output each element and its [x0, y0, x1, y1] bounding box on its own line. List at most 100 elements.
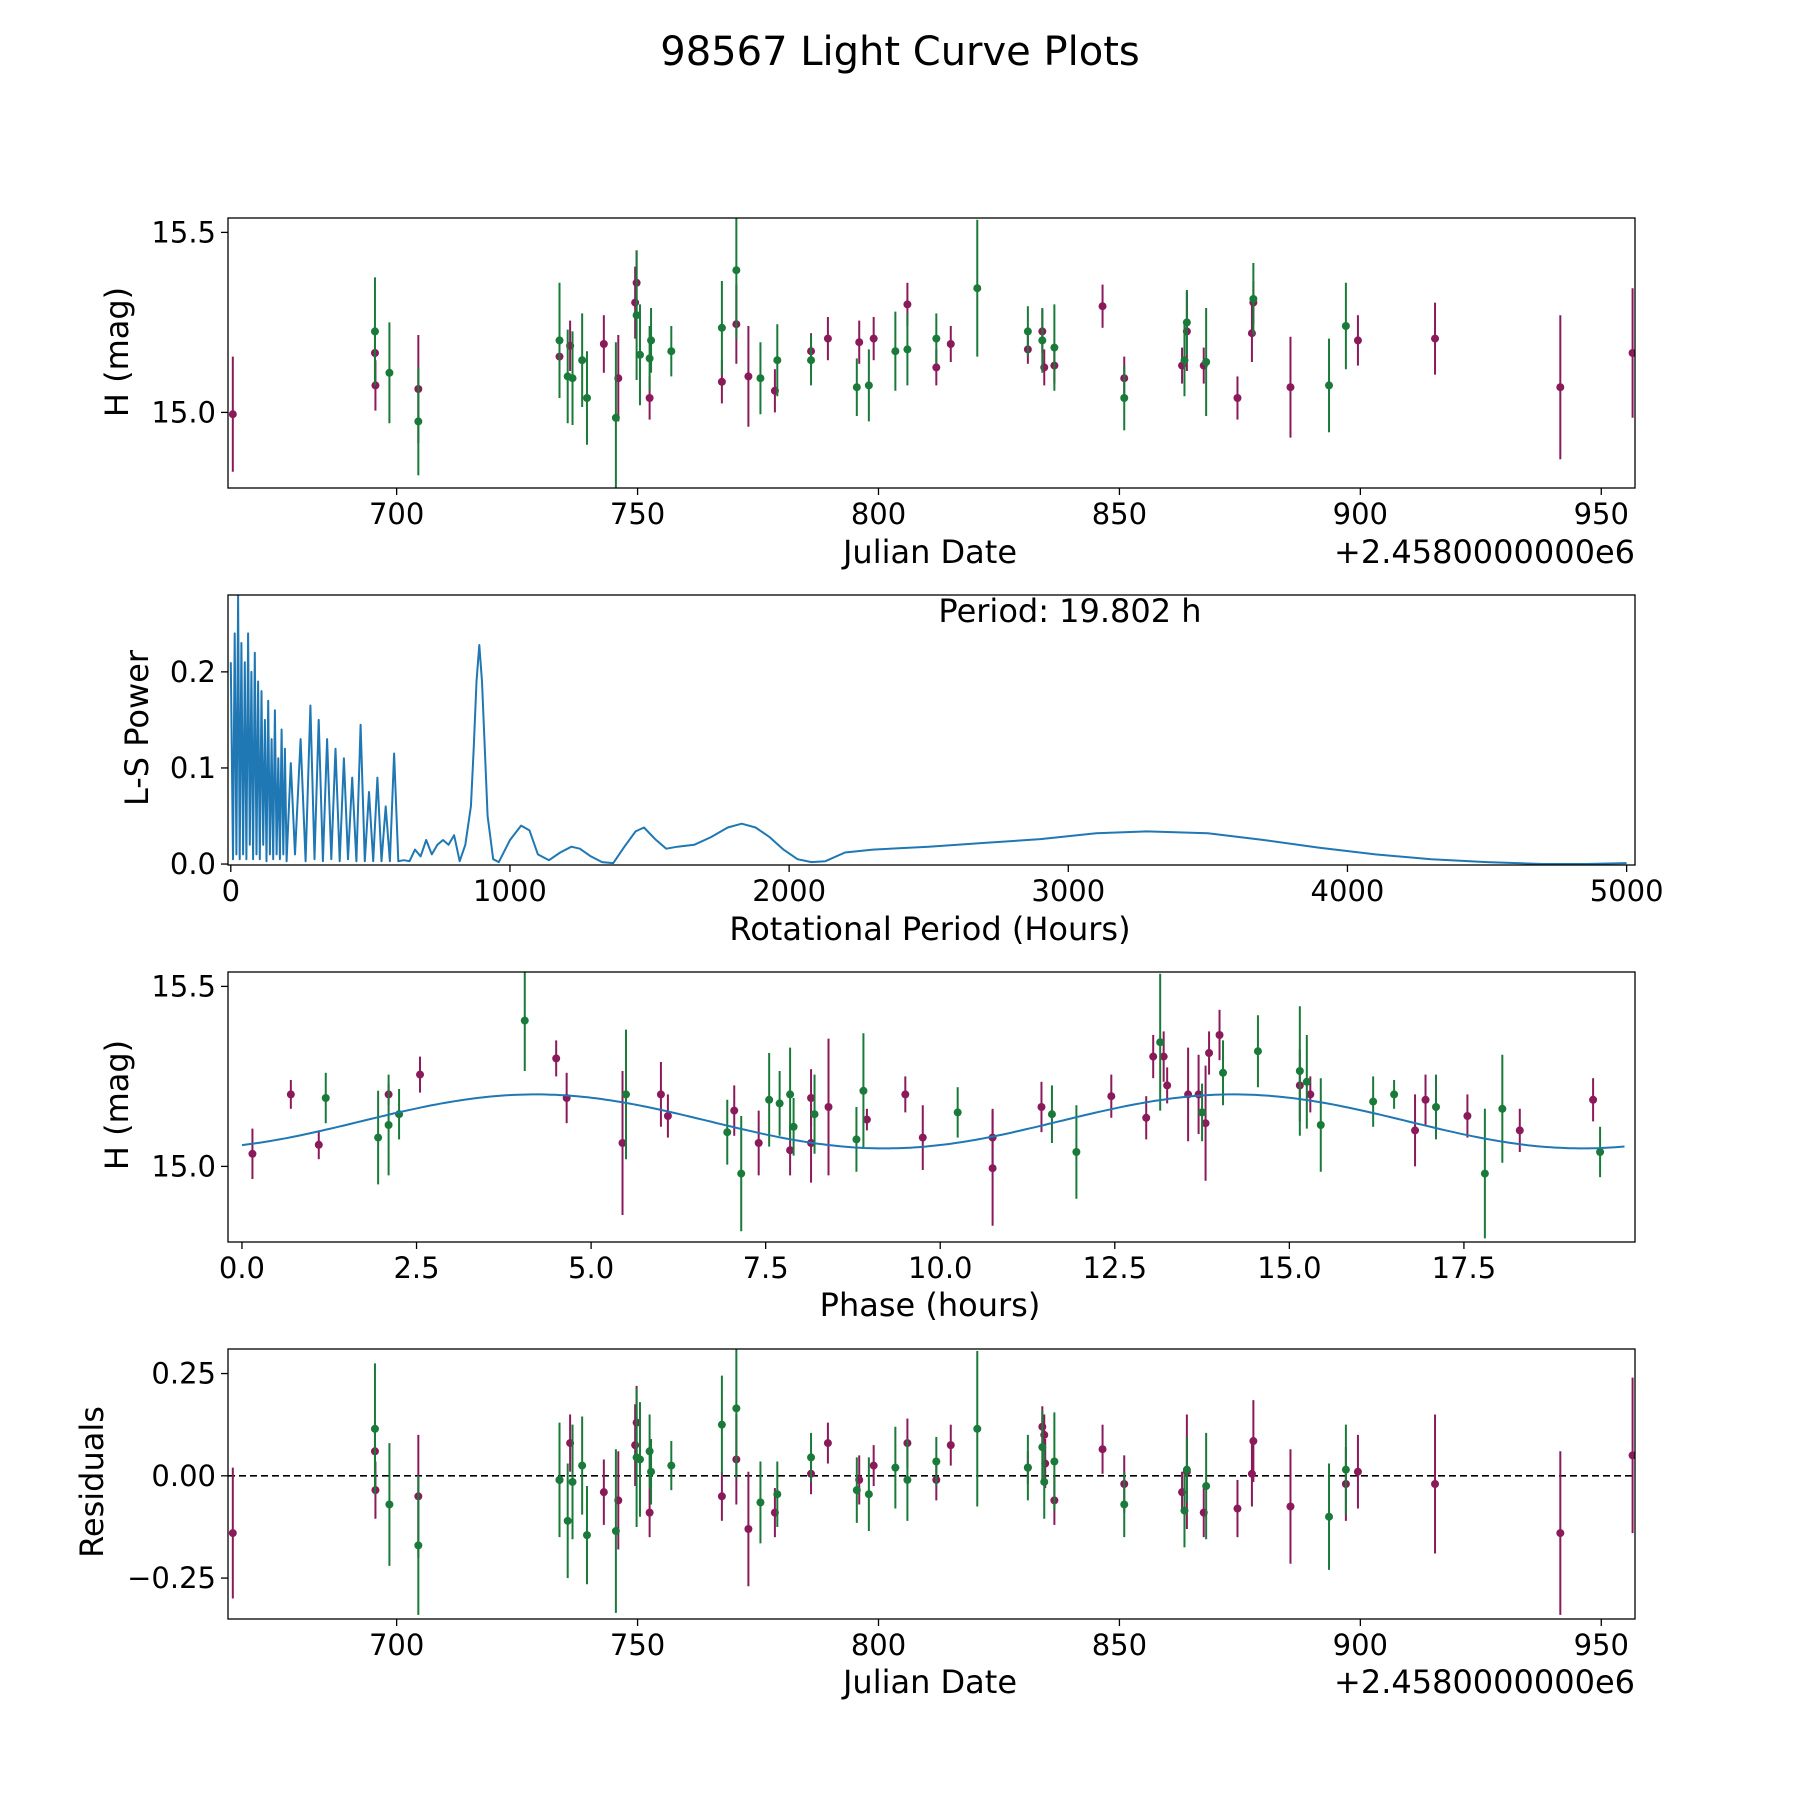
data-point-r	[645, 394, 654, 402]
residuals-x-tick-label: 850	[1092, 1628, 1147, 1662]
data-point-g	[645, 1447, 654, 1456]
data-point-g	[1302, 1077, 1311, 1086]
data-point-r	[1431, 1480, 1440, 1488]
data-point-g	[385, 1500, 394, 1509]
data-point-r	[823, 334, 832, 343]
data-point-r	[1233, 1504, 1242, 1513]
data-point-g	[1480, 1169, 1489, 1178]
data-point-r	[855, 338, 864, 347]
data-point-g	[1202, 1482, 1211, 1491]
data-point-g	[859, 1086, 868, 1095]
data-point-r	[1107, 1092, 1116, 1101]
data-point-g	[667, 347, 676, 356]
light-curve-offset-text: +2.4580000000e6	[1334, 533, 1635, 571]
periodogram-ylabel: L-S Power	[118, 649, 156, 806]
residuals-x-tick-label: 750	[610, 1628, 665, 1662]
light-curve-y-tick-label: 15.0	[151, 395, 216, 429]
data-point-r	[932, 363, 941, 372]
data-point-r	[1286, 383, 1295, 392]
data-point-r	[1215, 1031, 1224, 1039]
data-point-r	[1421, 1095, 1430, 1104]
data-point-r	[744, 1525, 753, 1533]
periodogram-x-tick-label: 3000	[1031, 874, 1105, 908]
residuals-x-tick-label: 700	[369, 1628, 424, 1662]
data-point-g	[578, 1461, 587, 1470]
data-point-r	[862, 1115, 871, 1124]
data-point-g	[1202, 358, 1211, 366]
data-point-r	[1037, 1103, 1046, 1111]
data-point-g	[578, 356, 587, 365]
data-point-r	[599, 1488, 608, 1497]
data-point-g	[1198, 1108, 1207, 1117]
data-point-g	[1369, 1097, 1378, 1106]
data-point-g	[756, 374, 765, 383]
data-point-g	[520, 1016, 529, 1025]
data-point-r	[918, 1133, 927, 1142]
data-point-g	[384, 1121, 393, 1129]
data-point-r	[744, 372, 753, 381]
data-point-r	[645, 1508, 654, 1517]
data-point-r	[656, 1090, 665, 1099]
data-point-g	[1390, 1090, 1399, 1099]
residuals-ylabel: Residuals	[73, 1406, 111, 1558]
residuals-panel: Julian Date +2.4580000000e6 Residuals 70…	[73, 1348, 1636, 1701]
phased-curve-ylabel: H (mag)	[98, 1040, 136, 1170]
model-fit-curve	[241, 1093, 1625, 1150]
data-point-g	[852, 1135, 861, 1144]
data-point-r	[1098, 302, 1107, 311]
residuals-y-tick-label: 0.25	[151, 1357, 216, 1391]
data-point-g	[1120, 394, 1129, 402]
periodogram-panel: Rotational Period (Hours) L-S Power Peri…	[118, 592, 1664, 948]
data-point-g	[973, 1424, 982, 1433]
data-point-r	[631, 1441, 640, 1450]
phased-curve-x-tick-label: 5.0	[568, 1251, 614, 1285]
data-point-g	[852, 383, 861, 392]
periodogram-x-tick-label: 4000	[1311, 874, 1385, 908]
data-point-r	[1306, 1090, 1315, 1099]
data-point-g	[1341, 322, 1350, 330]
periodogram-xlabel: Rotational Period (Hours)	[729, 910, 1130, 948]
data-point-g	[732, 266, 741, 275]
data-point-r	[1556, 1529, 1565, 1538]
data-point-r	[1159, 1052, 1168, 1061]
data-point-r	[1628, 349, 1635, 357]
data-point-g	[903, 1475, 912, 1484]
data-point-g	[667, 1461, 676, 1470]
data-point-g	[611, 1527, 620, 1536]
data-point-g	[414, 1541, 423, 1550]
data-point-g	[385, 368, 394, 377]
light-curve-points	[228, 218, 1635, 488]
data-point-r	[1353, 1467, 1362, 1476]
data-point-g	[773, 356, 782, 365]
data-point-g	[953, 1108, 962, 1117]
phased-curve-x-tick-label: 0.0	[219, 1251, 265, 1285]
residuals-y-tick-label: −0.25	[127, 1561, 216, 1595]
data-point-g	[932, 1457, 941, 1466]
data-point-r	[1247, 1469, 1256, 1478]
data-point-r	[730, 1106, 739, 1115]
data-point-g	[1023, 327, 1032, 336]
data-point-g	[723, 1128, 732, 1137]
light-curve-x-tick-label: 800	[851, 497, 906, 531]
data-point-g	[568, 1477, 577, 1486]
data-point-g	[568, 374, 577, 383]
data-point-r	[552, 1054, 561, 1063]
data-point-r	[869, 1461, 878, 1470]
data-point-g	[1316, 1121, 1325, 1129]
data-point-g	[622, 1090, 631, 1099]
phased-curve-x-tick-label: 12.5	[1083, 1251, 1148, 1285]
light-curve-panel: Julian Date +2.4580000000e6 H (mag) 700 7…	[98, 215, 1636, 571]
data-point-r	[754, 1139, 763, 1147]
data-point-r	[946, 1441, 955, 1450]
data-point-g	[1038, 336, 1047, 345]
data-point-r	[717, 1492, 726, 1501]
light-curve-xlabel: Julian Date	[841, 533, 1017, 571]
data-point-r	[1286, 1502, 1295, 1511]
periodogram-y-tick-label: 0.0	[170, 847, 216, 881]
phased-curve-x-tick-label: 10.0	[908, 1251, 973, 1285]
residuals-points	[228, 1349, 1635, 1615]
data-point-g	[1249, 295, 1258, 303]
phased-curve-series-r	[248, 1009, 1598, 1226]
data-point-g	[374, 1133, 383, 1142]
